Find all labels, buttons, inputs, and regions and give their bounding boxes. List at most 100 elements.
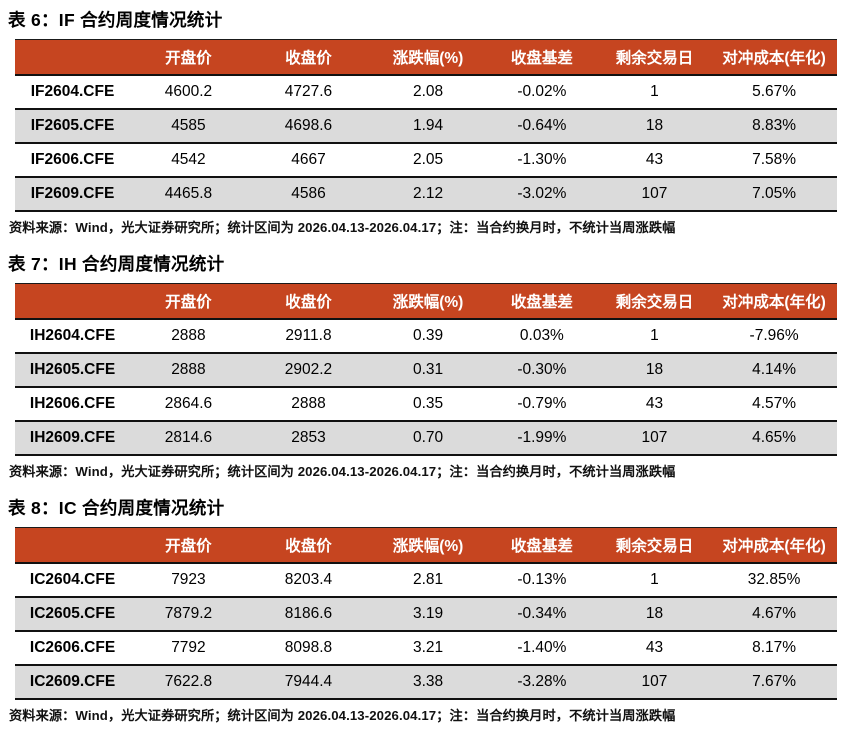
value-cell: 4585	[130, 109, 247, 144]
value-cell: 7622.8	[164, 673, 213, 690]
table-row: IC2609.CFE 7622.8 7944.4 3.38 -3.28% 107 7.67%	[15, 665, 837, 699]
table-row: IF2606.CFE 4542 4667 2.05 -1.30% 43 7.58%	[15, 143, 837, 178]
value-cell: 2902.2	[246, 353, 371, 388]
column-header: 对冲成本(年化)	[711, 283, 837, 320]
value-cell: -0.34%	[485, 597, 598, 632]
value-cell: 3.19	[370, 597, 486, 632]
value-cell: 3.38	[412, 673, 444, 690]
value-cell: 7.58%	[711, 143, 837, 178]
value-cell: 0.03%	[485, 319, 598, 354]
table-row: IC2606.CFE 7792 8098.8 3.21 -1.40% 43 8.17%	[15, 631, 837, 666]
value-cell: -3.28%	[517, 673, 567, 690]
value-cell: 2888	[130, 353, 247, 388]
value-cell: 107	[641, 429, 668, 446]
value-cell: -1.30%	[485, 143, 598, 178]
column-header: 对冲成本(年化)	[711, 39, 837, 76]
contract-column-header	[15, 527, 131, 564]
table-block: 表 7：IH 合约周度情况统计 开盘价 收盘价 涨跌幅(%) 收盘基差 剩余交易日 对冲成…	[8, 251, 838, 480]
contract-cell: IC2609.CFE	[29, 673, 116, 690]
table-row: IH2605.CFE 2888 2902.2 0.31 -0.30% 18 4.14%	[15, 353, 837, 388]
column-header: 剩余交易日	[597, 39, 712, 76]
data-table: 开盘价 收盘价 涨跌幅(%) 收盘基差 剩余交易日 对冲成本(年化) IC2604.CFE…	[15, 527, 837, 700]
value-cell: -3.02%	[517, 185, 567, 202]
value-cell: 107	[641, 673, 668, 690]
value-cell: 18	[597, 353, 712, 388]
value-cell: 1	[597, 319, 712, 354]
value-cell: 0.39	[370, 319, 486, 354]
value-cell: 4698.6	[246, 109, 371, 144]
table-block: 表 8：IC 合约周度情况统计 开盘价 收盘价 涨跌幅(%) 收盘基差 剩余交易日 对冲成…	[8, 495, 838, 724]
value-cell: 2864.6	[130, 387, 247, 422]
table-header-row: 开盘价 收盘价 涨跌幅(%) 收盘基差 剩余交易日 对冲成本(年化)	[15, 527, 837, 564]
value-cell: 7.67%	[752, 673, 797, 690]
value-cell: 4.57%	[711, 387, 837, 422]
value-cell: 8.17%	[711, 631, 837, 666]
column-header: 收盘基差	[485, 39, 598, 76]
table-title: 表 6：IF 合约周度情况统计	[8, 10, 223, 30]
value-cell: 4.65%	[752, 429, 797, 446]
contract-column-header	[15, 39, 131, 76]
table-row: IC2605.CFE 7879.2 8186.6 3.19 -0.34% 18 4.67%	[15, 597, 837, 632]
column-header: 对冲成本(年化)	[711, 527, 837, 564]
value-cell: 8186.6	[246, 597, 371, 632]
table-footnote: 资料来源：Wind，光大证券研究所；统计区间为 2026.04.13-2026.…	[9, 220, 676, 235]
value-cell: 4727.6	[246, 75, 371, 110]
value-cell: 8203.4	[246, 563, 371, 598]
value-cell: 2853	[291, 429, 326, 446]
table-title: 表 7：IH 合约周度情况统计	[8, 254, 225, 274]
value-cell: 8098.8	[246, 631, 371, 666]
value-cell: 4542	[130, 143, 247, 178]
value-cell: 0.35	[370, 387, 486, 422]
value-cell: 107	[641, 185, 668, 202]
contract-cell: IF2604.CFE	[15, 75, 131, 110]
value-cell: -0.64%	[485, 109, 598, 144]
contract-cell: IH2606.CFE	[15, 387, 131, 422]
value-cell: -0.13%	[485, 563, 598, 598]
column-header: 开盘价	[130, 39, 247, 76]
value-cell: 18	[597, 597, 712, 632]
value-cell: 5.67%	[711, 75, 837, 110]
value-cell: 7.05%	[752, 185, 797, 202]
value-cell: 7944.4	[284, 673, 333, 690]
value-cell: 8.83%	[711, 109, 837, 144]
data-table: 开盘价 收盘价 涨跌幅(%) 收盘基差 剩余交易日 对冲成本(年化) IF2604.CFE…	[15, 39, 837, 212]
value-cell: 2.05	[370, 143, 486, 178]
contract-cell: IF2606.CFE	[15, 143, 131, 178]
value-cell: 4.14%	[711, 353, 837, 388]
value-cell: 0.70	[412, 429, 444, 446]
value-cell: -7.96%	[711, 319, 837, 354]
value-cell: 1	[597, 563, 712, 598]
contract-column-header	[15, 283, 131, 320]
column-header: 剩余交易日	[597, 283, 712, 320]
value-cell: 2.08	[370, 75, 486, 110]
value-cell: 7923	[130, 563, 247, 598]
value-cell: 2814.6	[164, 429, 213, 446]
column-header: 开盘价	[130, 283, 247, 320]
value-cell: 1	[597, 75, 712, 110]
value-cell: 0.31	[370, 353, 486, 388]
contract-cell: IF2609.CFE	[30, 185, 115, 202]
value-cell: 4.67%	[711, 597, 837, 632]
contract-cell: IH2605.CFE	[15, 353, 131, 388]
column-header: 收盘价	[246, 283, 371, 320]
table-row: IH2604.CFE 2888 2911.8 0.39 0.03% 1 -7.96%	[15, 319, 837, 354]
column-header: 收盘价	[246, 527, 371, 564]
value-cell: 43	[597, 143, 712, 178]
contract-cell: IH2604.CFE	[15, 319, 131, 354]
table-row: IF2604.CFE 4600.2 4727.6 2.08 -0.02% 1 5.67%	[15, 75, 837, 110]
contract-cell: IH2609.CFE	[29, 429, 116, 446]
value-cell: 2888	[246, 387, 371, 422]
table-row: IF2609.CFE 4465.8 4586 2.12 -3.02% 107 7.05%	[15, 177, 837, 211]
column-header: 涨跌幅(%)	[370, 527, 486, 564]
value-cell: 43	[597, 387, 712, 422]
value-cell: 2.81	[370, 563, 486, 598]
value-cell: 2911.8	[246, 319, 371, 354]
column-header: 开盘价	[130, 527, 247, 564]
data-table: 开盘价 收盘价 涨跌幅(%) 收盘基差 剩余交易日 对冲成本(年化) IH2604.CFE…	[15, 283, 837, 456]
contract-cell: IC2604.CFE	[15, 563, 131, 598]
value-cell: 7879.2	[130, 597, 247, 632]
value-cell: 18	[597, 109, 712, 144]
table-title: 表 8：IC 合约周度情况统计	[8, 498, 225, 518]
column-header: 涨跌幅(%)	[370, 39, 486, 76]
